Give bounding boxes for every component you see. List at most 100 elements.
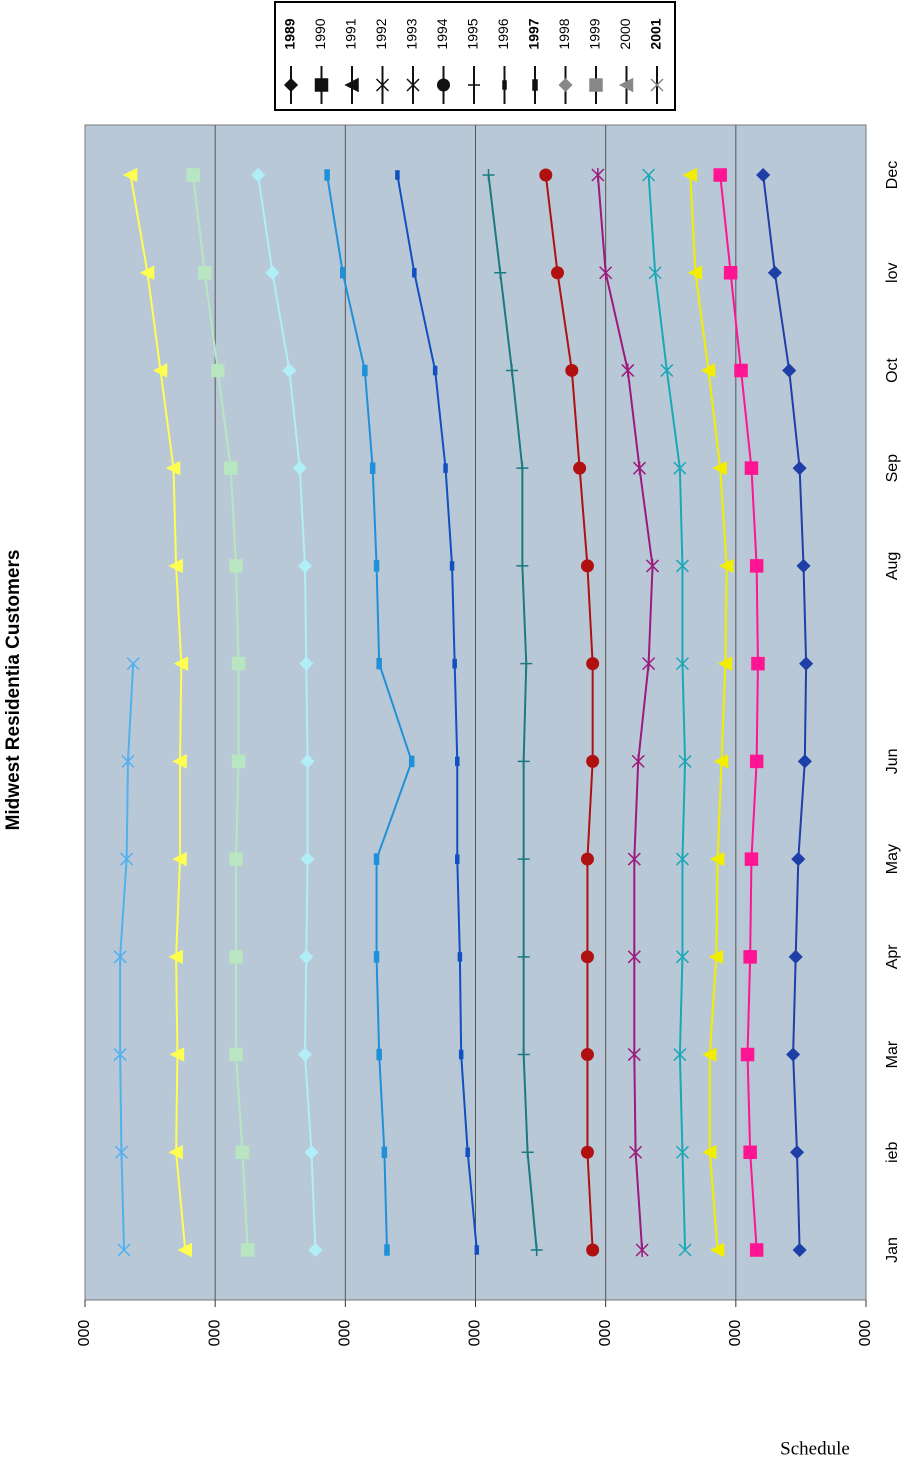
data-point [168, 949, 183, 965]
data-point [756, 167, 771, 183]
x-tick-label: Mar [884, 1040, 901, 1068]
x-tick-label: Apr [884, 944, 901, 970]
data-point [621, 363, 635, 378]
data-point [792, 1242, 807, 1258]
data-point [591, 168, 605, 182]
data-point [517, 1048, 530, 1061]
data-point [172, 851, 187, 867]
series-line [647, 174, 687, 1251]
data-point [675, 657, 689, 671]
legend-marker [468, 79, 480, 91]
data-point [395, 170, 400, 180]
data-point [675, 852, 689, 866]
data-point [452, 658, 457, 669]
data-point [169, 1047, 185, 1062]
data-point [648, 266, 662, 280]
series-line [192, 174, 249, 1251]
data-point [494, 266, 507, 279]
data-point [300, 754, 315, 769]
series-line [762, 174, 808, 1251]
data-point [708, 949, 724, 965]
data-point [580, 852, 594, 866]
data-point [551, 266, 565, 280]
data-point [455, 854, 460, 864]
data-point [265, 265, 280, 280]
legend-label: 1993 [404, 18, 420, 49]
data-point [580, 950, 594, 964]
legend-marker [314, 78, 329, 92]
data-point [629, 1145, 643, 1160]
x-tick-label: Jan [884, 1237, 901, 1263]
data-point [675, 559, 689, 573]
data-point [673, 1048, 687, 1062]
data-point [749, 1243, 764, 1257]
data-point [168, 558, 183, 574]
data-point [751, 656, 765, 671]
data-point [740, 1047, 755, 1062]
data-point [231, 656, 246, 671]
y-tick-label: 000 [467, 1320, 484, 1347]
legend-label: 1999 [587, 18, 603, 49]
data-point [749, 559, 764, 573]
data-point [177, 1242, 192, 1258]
data-point [113, 950, 127, 964]
data-point [297, 558, 313, 573]
data-point [782, 363, 797, 378]
data-point [152, 363, 168, 378]
data-point [517, 853, 530, 866]
data-point [788, 949, 803, 964]
data-point [120, 852, 134, 866]
data-point [632, 461, 647, 476]
data-point [517, 950, 530, 963]
data-point [165, 460, 181, 476]
data-point [432, 365, 438, 376]
data-point [517, 755, 530, 768]
data-point [713, 168, 727, 182]
series-line [129, 174, 187, 1251]
series-line [596, 174, 654, 1251]
data-point [586, 1243, 600, 1257]
data-point [642, 168, 656, 182]
data-point [240, 1243, 255, 1257]
data-point [324, 169, 330, 181]
data-point [723, 265, 738, 280]
data-point [455, 756, 460, 767]
data-point [229, 852, 243, 866]
data-point [117, 1243, 131, 1257]
data-point [516, 559, 529, 572]
data-point [373, 560, 380, 572]
legend-label: 1996 [495, 18, 511, 49]
data-point [113, 1048, 127, 1062]
data-point [717, 656, 733, 671]
data-point [229, 950, 243, 964]
data-point [678, 754, 692, 768]
data-point [799, 656, 814, 671]
data-point [530, 1244, 543, 1256]
y-tick-label: 000 [727, 1320, 744, 1347]
data-point [660, 363, 674, 377]
y-tick-label: 000 [206, 1320, 223, 1347]
data-point [376, 1048, 382, 1061]
legend-marker [532, 79, 538, 91]
data-point [673, 461, 687, 475]
data-point [231, 754, 246, 769]
data-point [229, 1047, 243, 1062]
data-point [224, 461, 238, 475]
legend-marker [618, 77, 634, 93]
data-point [299, 656, 314, 671]
data-point [251, 167, 266, 183]
legend-marker [558, 77, 573, 93]
legend-label: 1994 [434, 18, 450, 49]
data-point [521, 1146, 534, 1159]
data-point [505, 364, 518, 377]
data-point [635, 1243, 649, 1257]
data-point [443, 463, 448, 473]
legend-marker [502, 80, 507, 90]
legend-label: 2001 [648, 18, 664, 49]
x-tick-label: Oct [884, 357, 901, 382]
data-point [627, 949, 641, 964]
data-point [709, 1242, 725, 1258]
data-point [308, 1242, 323, 1258]
data-point [465, 1147, 470, 1158]
